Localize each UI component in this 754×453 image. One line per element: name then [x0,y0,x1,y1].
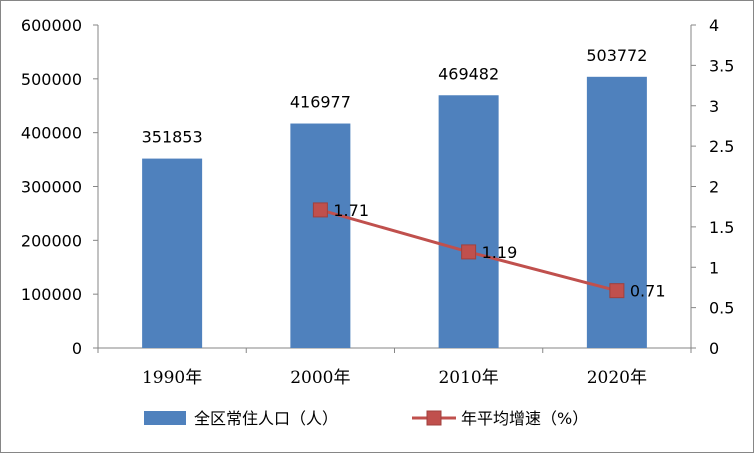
bar-data-label: 469482 [438,64,499,83]
bars-layer [142,76,647,349]
y-left-tick-label: 500000 [21,70,82,89]
bar [290,123,351,349]
axes-layer: 0 100000 200000 300000 400000 500000 600000 0 0.… [21,16,735,388]
y-right-tick-label: 2.5 [709,137,734,156]
y-right-tick-label: 1.5 [709,218,734,237]
y-right-tick-label: 4 [709,16,719,35]
y-right-tick-label: 2 [709,178,719,197]
y-left-tick-label: 200000 [21,231,82,250]
y-left-tick-label: 600000 [21,16,82,35]
y-left-tick-label: 400000 [21,124,82,143]
line-data-label: 1.71 [333,201,369,220]
y-left-tick-label: 300000 [21,178,82,197]
x-tick-label: 2010年 [438,368,498,388]
legend-label-line: 年平均增速（%） [461,409,588,428]
y-right-tick-label: 3.5 [709,56,734,75]
x-tick-label: 2020年 [587,368,647,388]
bar-data-label: 503772 [586,46,647,65]
bar [438,95,499,348]
bar-data-label: 416977 [290,93,351,112]
bar [142,158,203,348]
labels-layer: 351853 416977 469482 503772 1.71 1.19 0.71 [142,46,666,301]
bar [586,76,647,349]
y-left-tick-label: 100000 [21,285,82,304]
legend-swatch-marker [426,410,442,426]
x-tick-label: 1990年 [142,368,202,388]
legend: 全区常住人口（人） 年平均增速（%） [144,409,588,428]
y-right-tick-label: 0 [709,339,719,358]
legend-swatch-bar [144,411,186,425]
y-left-tick-label: 0 [72,339,82,358]
x-tick-label: 2000年 [290,368,350,388]
line-data-label: 1.19 [482,243,518,262]
line-point [461,244,477,260]
y-right-tick-label: 3 [709,97,719,116]
line-layer [312,202,625,299]
bar-data-label: 351853 [142,128,203,147]
y-right-tick-label: 1 [709,258,719,277]
line-point [312,202,328,218]
y-right-tick-label: 0.5 [709,299,734,318]
legend-label-bar: 全区常住人口（人） [194,409,338,428]
line-data-label: 0.71 [630,282,666,301]
line-point [609,283,625,299]
